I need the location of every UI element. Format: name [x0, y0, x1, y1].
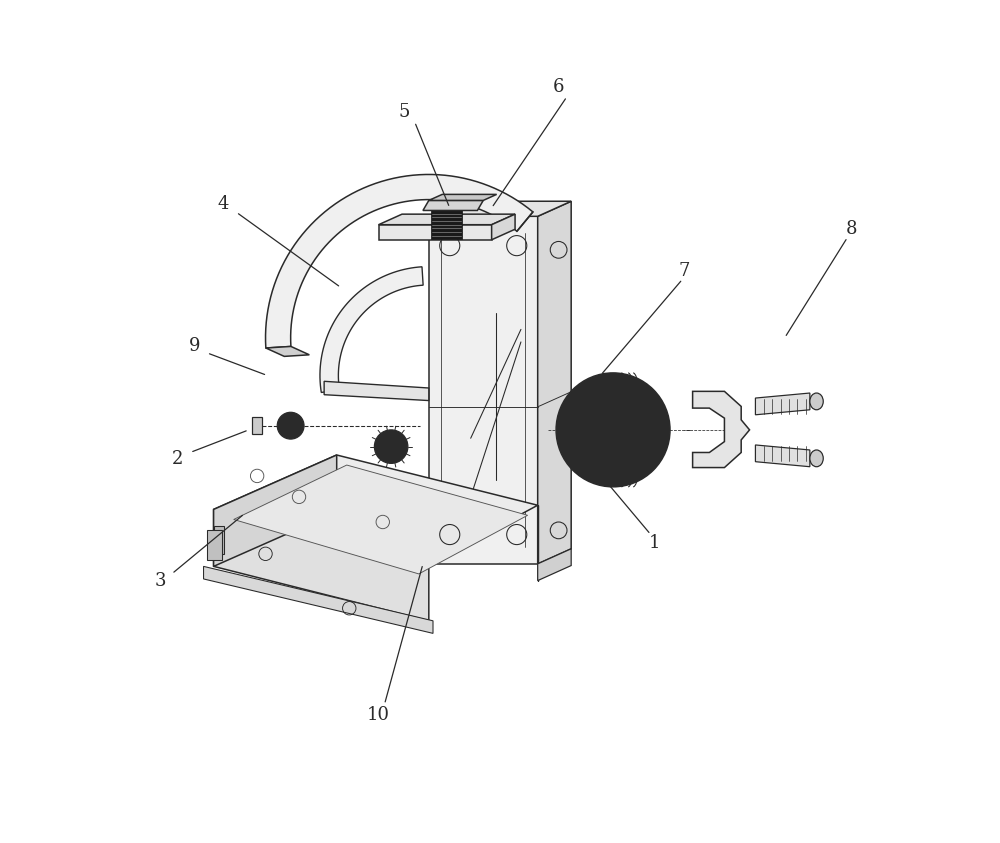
Circle shape — [277, 412, 304, 439]
Polygon shape — [266, 175, 533, 348]
Polygon shape — [429, 217, 538, 564]
Polygon shape — [492, 214, 515, 239]
Ellipse shape — [810, 393, 823, 410]
Polygon shape — [431, 211, 462, 239]
Polygon shape — [320, 266, 423, 393]
Polygon shape — [538, 549, 571, 581]
Polygon shape — [379, 214, 515, 225]
Polygon shape — [324, 381, 429, 400]
Polygon shape — [755, 445, 810, 467]
Polygon shape — [214, 455, 337, 566]
Text: 9: 9 — [189, 337, 200, 355]
Polygon shape — [538, 201, 571, 564]
Text: 1: 1 — [649, 534, 661, 552]
Ellipse shape — [810, 450, 823, 467]
Polygon shape — [214, 455, 538, 564]
Circle shape — [374, 430, 408, 464]
Polygon shape — [693, 391, 750, 468]
Polygon shape — [204, 566, 433, 633]
Text: 3: 3 — [155, 572, 167, 589]
Text: 10: 10 — [367, 706, 390, 723]
Circle shape — [285, 420, 297, 432]
Polygon shape — [207, 530, 222, 560]
Polygon shape — [429, 201, 571, 217]
Polygon shape — [214, 526, 224, 554]
Polygon shape — [755, 393, 810, 415]
Text: 2: 2 — [172, 450, 183, 468]
Text: 4: 4 — [218, 195, 229, 212]
Polygon shape — [252, 417, 262, 434]
Polygon shape — [234, 465, 528, 574]
Circle shape — [556, 373, 670, 486]
Circle shape — [384, 439, 399, 454]
Polygon shape — [429, 195, 497, 201]
Text: 7: 7 — [679, 262, 690, 280]
Text: 8: 8 — [846, 220, 857, 238]
Polygon shape — [379, 225, 492, 239]
Polygon shape — [266, 346, 309, 357]
Polygon shape — [423, 201, 483, 211]
Text: 5: 5 — [398, 103, 409, 121]
Polygon shape — [214, 509, 429, 620]
Text: 6: 6 — [553, 78, 564, 95]
